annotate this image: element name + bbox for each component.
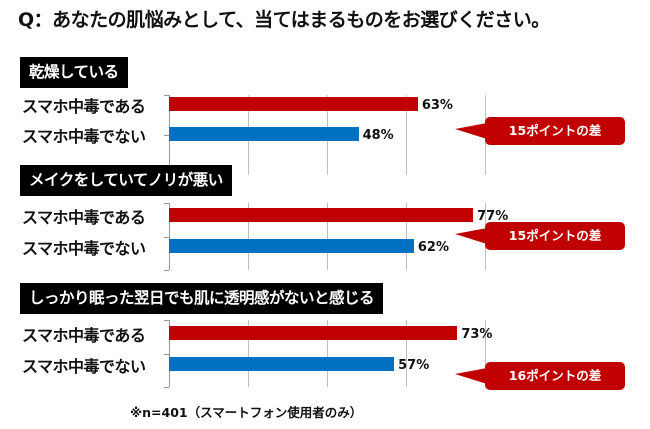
data-label: 77%	[477, 209, 509, 224]
difference-callout: 15ポイントの差	[485, 222, 625, 250]
category-label: スマホ中毒である	[22, 208, 146, 227]
category-label: スマホ中毒である	[22, 326, 146, 345]
axis-tick	[164, 320, 169, 321]
y-axis	[169, 320, 170, 387]
callout-tail	[455, 228, 487, 244]
group-header: メイクをしていてノリが悪い	[20, 165, 232, 196]
gridline	[327, 203, 328, 270]
category-label: スマホ中毒でない	[22, 127, 146, 146]
axis-tick	[164, 387, 169, 388]
axis-tick	[164, 95, 169, 96]
axis-tick	[164, 353, 169, 355]
difference-callout: 15ポイントの差	[485, 117, 625, 145]
bar-addicted	[169, 208, 474, 222]
gridline	[406, 95, 407, 175]
data-label: 73%	[461, 327, 493, 342]
data-label: 57%	[398, 358, 430, 373]
category-label: スマホ中毒である	[22, 97, 146, 116]
bar-not-addicted	[169, 127, 359, 141]
difference-callout: 16ポイントの差	[485, 362, 625, 390]
bar-not-addicted	[169, 357, 395, 371]
data-label: 62%	[417, 240, 450, 255]
bar-not-addicted	[169, 239, 414, 253]
axis-tick	[164, 236, 169, 238]
y-axis	[169, 203, 170, 270]
category-label: スマホ中毒でない	[22, 357, 146, 376]
axis-tick	[164, 270, 169, 271]
gridline	[485, 320, 486, 387]
question-title: Q：あなたの肌悩みとして、当てはまるものをお選びください。	[18, 9, 550, 31]
callout-tail	[455, 123, 487, 139]
axis-tick	[164, 203, 169, 204]
gridline	[406, 203, 407, 270]
group-header: 乾燥している	[20, 57, 128, 88]
data-label: 63%	[421, 98, 453, 113]
bar-addicted	[169, 326, 458, 340]
category-label: スマホ中毒でない	[22, 239, 146, 258]
gridline	[248, 203, 249, 270]
gridline	[327, 320, 328, 387]
gridline	[248, 320, 249, 387]
footnote: ※n=401（スマートフォン使用者のみ）	[130, 405, 363, 420]
group-header: しっかり眠った翌日でも肌に透明感がないと感じる	[20, 283, 384, 314]
axis-tick	[164, 135, 169, 136]
data-label: 48%	[362, 128, 394, 143]
gridline	[406, 320, 407, 387]
callout-tail	[455, 368, 487, 384]
bar-addicted	[169, 97, 418, 111]
